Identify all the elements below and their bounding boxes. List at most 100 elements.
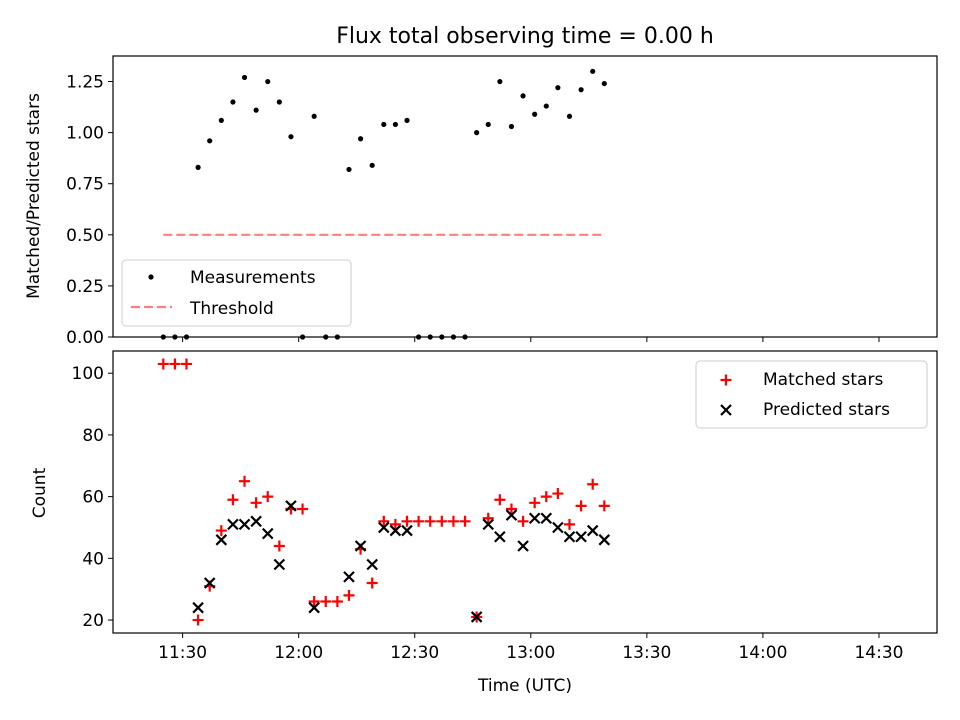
measurement-point <box>532 111 538 117</box>
measurement-point <box>299 334 306 340</box>
matched-star-point <box>366 577 378 589</box>
measurement-point <box>160 334 166 340</box>
measurement-point <box>253 107 259 113</box>
matched-star-point <box>297 503 309 515</box>
matched-star-point <box>262 491 274 503</box>
x-tick-label: 12:30 <box>390 643 439 663</box>
matched-star-point <box>239 475 251 487</box>
top-y-tick-label: 1.00 <box>66 124 104 144</box>
measurement-point <box>543 103 549 109</box>
figure-title: Flux total observing time = 0.00 h <box>336 24 714 49</box>
matched-star-point <box>157 358 169 370</box>
measurement-point <box>474 130 480 136</box>
bottom-y-tick-label: 80 <box>82 426 104 446</box>
measurement-point <box>427 334 433 340</box>
x-tick-label: 14:00 <box>738 643 787 663</box>
measurement-point <box>183 334 190 340</box>
predicted-star-point <box>285 500 297 512</box>
x-tick-label: 11:30 <box>158 643 207 663</box>
matched-star-point <box>273 540 285 552</box>
measurement-point <box>520 93 526 99</box>
matched-star-point <box>424 515 436 527</box>
bottom-y-tick-label: 60 <box>82 488 104 508</box>
matched-star-point <box>343 589 355 601</box>
matched-star-point <box>540 491 552 503</box>
measurement-point <box>508 123 515 130</box>
predicted-star-point <box>401 524 413 537</box>
measurement-point <box>439 334 445 340</box>
top-y-axis-label: Matched/Predicted stars <box>24 93 44 299</box>
measurement-point <box>334 334 340 340</box>
legend-matched-label: Matched stars <box>763 370 883 390</box>
measurement-point <box>450 334 457 340</box>
matched-star-point <box>517 515 529 527</box>
matched-star-point <box>401 515 413 527</box>
legend-predicted-marker <box>720 404 732 416</box>
matched-star-point <box>169 358 181 370</box>
predicted-star-point <box>261 527 274 540</box>
predicted-star-point <box>470 611 483 623</box>
top-y-tick-label: 0.00 <box>66 328 104 348</box>
matched-star-point <box>482 512 494 524</box>
legend-predicted-label: Predicted stars <box>763 400 890 420</box>
measurement-point <box>288 134 294 140</box>
measurement-point <box>218 117 224 123</box>
matched-star-point <box>320 596 332 608</box>
matched-star-point <box>505 503 517 515</box>
matched-star-point <box>575 500 587 512</box>
matched-star-point <box>250 497 262 509</box>
x-tick-label: 13:30 <box>622 643 671 663</box>
matched-star-point <box>552 488 564 500</box>
measurement-point <box>555 85 561 91</box>
top-y-tick-label: 0.50 <box>66 226 104 246</box>
predicted-star-point <box>250 515 262 528</box>
predicted-star-point <box>227 518 239 531</box>
matched-star-point <box>331 596 343 608</box>
measurement-point <box>381 121 387 128</box>
measurement-point <box>404 117 410 123</box>
top-legend-box <box>121 259 352 327</box>
predicted-star-point <box>505 509 518 521</box>
bottom-y-tick-label: 100 <box>72 364 104 384</box>
measurement-point <box>590 68 596 74</box>
matched-star-point <box>308 596 320 608</box>
bottom-y-tick-label: 20 <box>82 611 104 631</box>
measurement-point <box>276 99 282 105</box>
top-axes-frame <box>112 55 938 338</box>
predicted-star-point <box>389 524 402 537</box>
predicted-star-point <box>482 518 495 531</box>
matched-star-point <box>459 515 471 527</box>
matched-star-point <box>598 500 610 512</box>
legend-measurements-marker <box>148 274 154 280</box>
predicted-star-point <box>563 530 576 543</box>
predicted-star-point <box>517 540 529 552</box>
matched-star-point <box>389 518 401 530</box>
bottom-axes-frame <box>112 350 938 634</box>
predicted-star-point <box>273 558 286 571</box>
measurement-point <box>265 78 271 85</box>
predicted-star-point <box>528 512 541 525</box>
measurement-point <box>172 334 178 340</box>
matched-star-point <box>529 497 541 509</box>
matched-star-point <box>227 494 239 506</box>
legend-matched-marker <box>720 374 732 386</box>
predicted-star-point <box>378 521 390 534</box>
measurement-point <box>497 78 503 85</box>
measurement-point <box>346 166 352 173</box>
chart-marks: 0.00 0.25 0.50 0.75 1.00 1.25 20 40 60 80 100 11:30… <box>66 55 938 663</box>
legend-threshold-label: Threshold <box>189 299 274 319</box>
measurement-point <box>369 162 375 168</box>
predicted-star-point <box>598 534 611 546</box>
matched-star-point <box>378 515 390 527</box>
matched-star-point <box>587 478 599 490</box>
x-tick-label: 12:00 <box>274 643 323 663</box>
matched-star-point <box>192 614 204 626</box>
x-axis-label: Time (UTC) <box>477 676 572 696</box>
predicted-star-point <box>494 530 506 543</box>
x-tick-label: 13:00 <box>506 643 555 663</box>
bottom-y-tick-label: 40 <box>82 549 104 569</box>
predicted-star-point <box>192 601 204 614</box>
measurement-point <box>357 136 364 142</box>
